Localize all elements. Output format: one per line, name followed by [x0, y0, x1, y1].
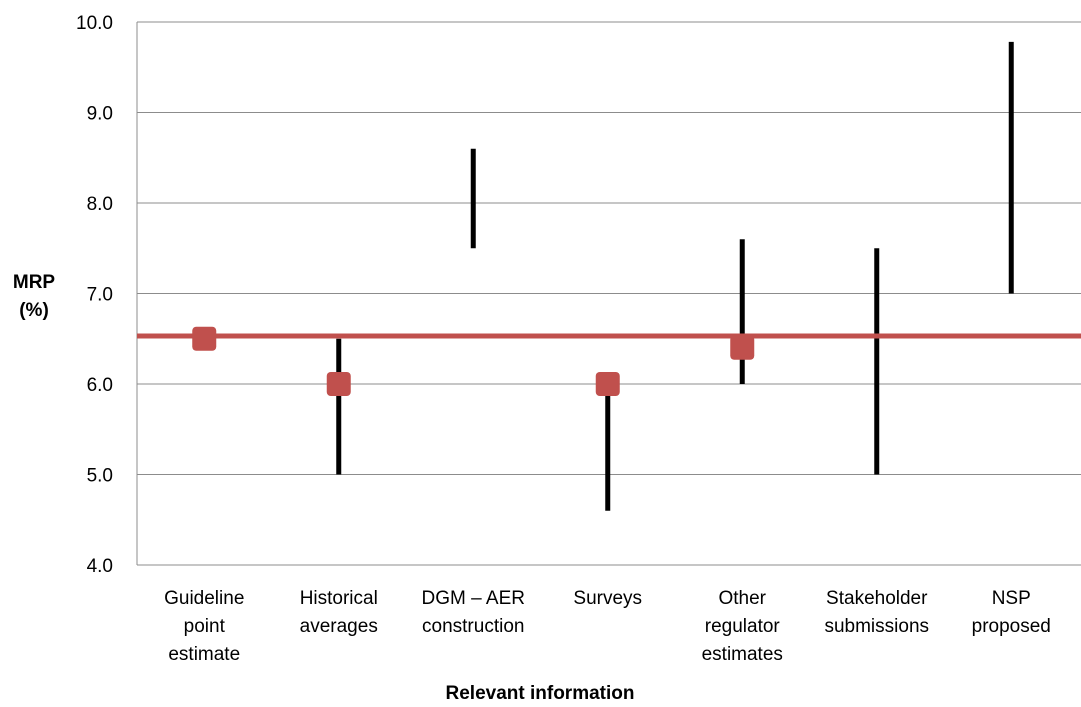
- y-tick-label: 8.0: [87, 194, 113, 215]
- y-axis-title-line-2: (%): [19, 300, 49, 321]
- y-tick-label: 6.0: [87, 375, 113, 396]
- x-category-label: DGM – AER construction: [422, 588, 525, 637]
- x-axis-title: Relevant information: [446, 683, 635, 704]
- x-category-label: Surveys: [573, 588, 642, 609]
- x-category-label-line: estimate: [168, 644, 240, 665]
- point-marker: [192, 326, 217, 351]
- x-category-label: NSP proposed: [972, 588, 1051, 637]
- point-markers: [192, 326, 755, 396]
- y-tick-labels: 4.0 5.0 6.0 7.0 8.0 9.0 10.0: [76, 13, 113, 577]
- x-category-label: Guideline point estimate: [164, 588, 244, 665]
- x-category-label-line: Historical: [300, 588, 378, 609]
- y-tick-label: 7.0: [87, 285, 113, 306]
- x-category-label: Stakeholder submissions: [824, 588, 929, 637]
- x-category-label-line: Other: [718, 588, 766, 609]
- x-category-label: Other regulator estimates: [702, 588, 783, 665]
- x-category-label-line: Surveys: [573, 588, 642, 609]
- y-tick-label: 5.0: [87, 466, 113, 487]
- x-category-label-line: estimates: [702, 644, 783, 665]
- x-category-label: Historical averages: [300, 588, 378, 637]
- x-category-label-line: Stakeholder: [826, 588, 928, 609]
- y-tick-label: 9.0: [87, 104, 113, 125]
- x-category-label-line: Guideline: [164, 588, 244, 609]
- x-category-label-line: NSP: [992, 588, 1031, 609]
- x-category-label-line: regulator: [705, 616, 781, 637]
- x-category-labels: Guideline point estimate Historical averages…: [164, 588, 1051, 665]
- x-category-label-line: point: [184, 616, 226, 637]
- point-marker: [595, 372, 620, 396]
- y-tick-label: 10.0: [76, 13, 113, 34]
- range-bars: [336, 41, 1014, 511]
- point-marker: [730, 335, 755, 360]
- point-marker: [326, 372, 351, 396]
- x-category-label-line: submissions: [824, 616, 929, 637]
- x-category-label-line: construction: [422, 616, 524, 637]
- y-tick-label: 4.0: [87, 556, 113, 577]
- y-axis-title-line-1: MRP: [13, 272, 56, 293]
- x-category-label-line: proposed: [972, 616, 1051, 637]
- x-category-label-line: DGM – AER: [422, 588, 525, 609]
- x-category-label-line: averages: [300, 616, 378, 637]
